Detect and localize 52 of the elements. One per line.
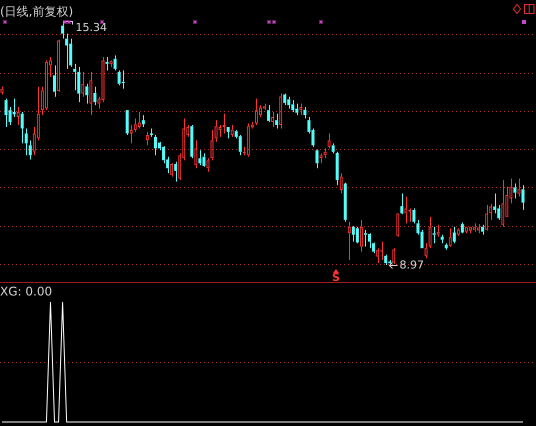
candlestick [106,56,109,71]
chart-title: XG: 0.00 [0,284,52,298]
candlestick [28,140,32,160]
candlestick [364,229,367,248]
candlestick [287,96,290,110]
candlestick [303,106,306,120]
candlestick [118,70,121,86]
candlestick [444,242,448,250]
candlestick [61,20,64,40]
candlestick [460,222,464,234]
chart-title: (日线,前复权) [0,4,74,18]
candlestick [352,225,355,242]
candlestick [198,150,202,166]
candlestick [283,93,286,106]
candlestick [275,113,278,129]
text: S [332,271,340,284]
candlestick [291,100,294,113]
candlestick [388,260,392,264]
candlestick [53,64,56,98]
candlestick [226,126,230,139]
candlestick [267,104,270,122]
candlestick [154,134,157,156]
candlestick [73,63,76,91]
candlestick [12,98,16,118]
candlestick [513,183,516,199]
candlestick [295,103,298,116]
candlestick [4,98,8,128]
candlestick [85,83,88,104]
candlestick [126,110,129,136]
annotation: 15.34 [76,20,107,34]
candlestick [93,86,96,106]
candlestick [202,152,206,168]
candlestick [114,54,117,71]
candlestick [65,33,68,70]
candlestick [432,226,436,244]
candlestick [142,114,145,128]
candlestick [344,182,347,222]
candlestick [162,146,166,164]
candlestick [316,149,319,169]
candlestick [452,226,456,244]
candlestick [412,208,416,224]
candlestick [190,124,194,159]
candlestick [521,184,524,210]
candlestick [368,232,372,249]
candlestick [400,192,404,215]
candlestick [481,224,484,236]
candlestick [384,254,388,266]
annotation: 8.97 [400,258,424,272]
candlestick [20,112,24,144]
candlestick [174,161,178,182]
candlestick [150,128,153,138]
candlestick [77,66,80,103]
